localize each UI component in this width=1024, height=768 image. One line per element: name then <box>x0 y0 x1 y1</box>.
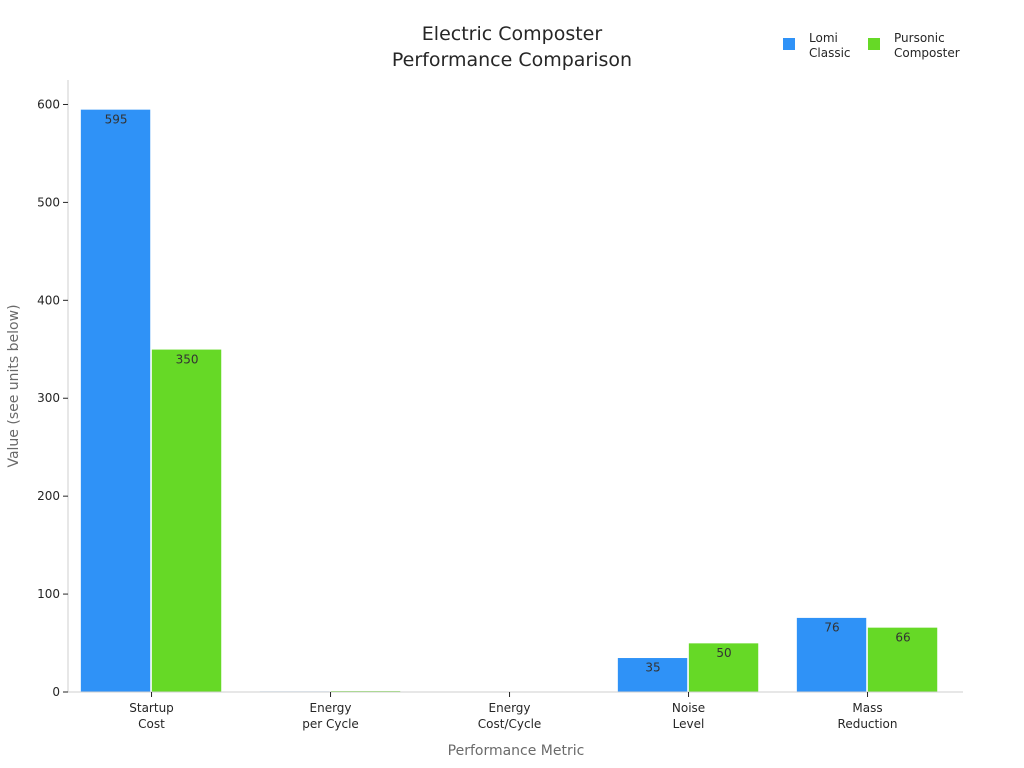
legend-label-lomi-classic-line-1: Lomi <box>809 31 838 45</box>
x-tick-label-startup-cost-line-2: Cost <box>138 717 165 731</box>
y-tick-label: 600 <box>37 97 60 111</box>
chart-title: Electric Composter Performance Compariso… <box>392 23 632 71</box>
data-label-lomi-classic-mass-reduction: 76 <box>824 621 839 635</box>
x-tick-label-energy-cost-cycle-line-2: Cost/Cycle <box>478 717 542 731</box>
y-tick-label: 200 <box>37 489 60 503</box>
x-tick-label-energy-cost-cycle-line-1: Energy <box>489 701 531 715</box>
legend-swatch-lomi-classic <box>783 38 795 50</box>
legend-label-pursonic-composter-line-1: Pursonic <box>894 31 945 45</box>
x-tick-label-mass-reduction-line-1: Mass <box>852 701 882 715</box>
bar-pursonic-composter-startup-cost <box>151 348 222 693</box>
chart-title-line-1: Electric Composter <box>422 23 603 45</box>
bar-lomi-classic-mass-reduction <box>796 617 867 693</box>
chart-title-line-2: Performance Comparison <box>392 49 632 71</box>
y-tick-label: 400 <box>37 293 60 307</box>
x-tick-label-energy-per-cycle-line-2: per Cycle <box>302 717 359 731</box>
data-label-lomi-classic-noise-level: 35 <box>645 661 660 675</box>
data-label-pursonic-composter-mass-reduction: 66 <box>895 630 910 644</box>
data-label-pursonic-composter-startup-cost: 350 <box>176 352 199 366</box>
y-tick-label: 100 <box>37 587 60 601</box>
bar-pursonic-composter-noise-level <box>688 642 759 693</box>
legend-label-lomi-classic-line-2: Classic <box>809 46 851 60</box>
y-tick-label: 300 <box>37 391 60 405</box>
x-tick-label-startup-cost-line-1: Startup <box>129 701 174 715</box>
bar-lomi-classic-noise-level <box>617 657 688 693</box>
x-tick-label-energy-per-cycle-line-1: Energy <box>310 701 352 715</box>
y-axis-label: Value (see units below) <box>6 304 22 467</box>
x-tick-label-mass-reduction-line-2: Reduction <box>838 717 898 731</box>
y-axis: 0 100 200 300 400 500 600 <box>37 80 69 699</box>
legend: Lomi Classic Pursonic Composter <box>783 31 960 60</box>
bar-lomi-classic-startup-cost <box>80 109 151 693</box>
legend-swatch-pursonic-composter <box>868 38 880 50</box>
x-axis-label: Performance Metric <box>448 743 585 759</box>
x-tick-label-noise-level-line-1: Noise <box>672 701 705 715</box>
legend-label-pursonic-composter-line-2: Composter <box>894 46 960 60</box>
data-label-lomi-classic-startup-cost: 595 <box>105 112 128 126</box>
plot-area: 595 350 35 50 76 66 <box>80 109 938 693</box>
x-tick-label-noise-level-line-2: Level <box>673 717 705 731</box>
y-tick-label: 0 <box>52 685 60 699</box>
bar-pursonic-composter-mass-reduction <box>867 627 938 693</box>
x-axis: Startup Cost Energy per Cycle Energy Cost/Cyc… <box>68 691 963 731</box>
data-label-pursonic-composter-noise-level: 50 <box>716 646 731 660</box>
y-tick-label: 500 <box>37 195 60 209</box>
